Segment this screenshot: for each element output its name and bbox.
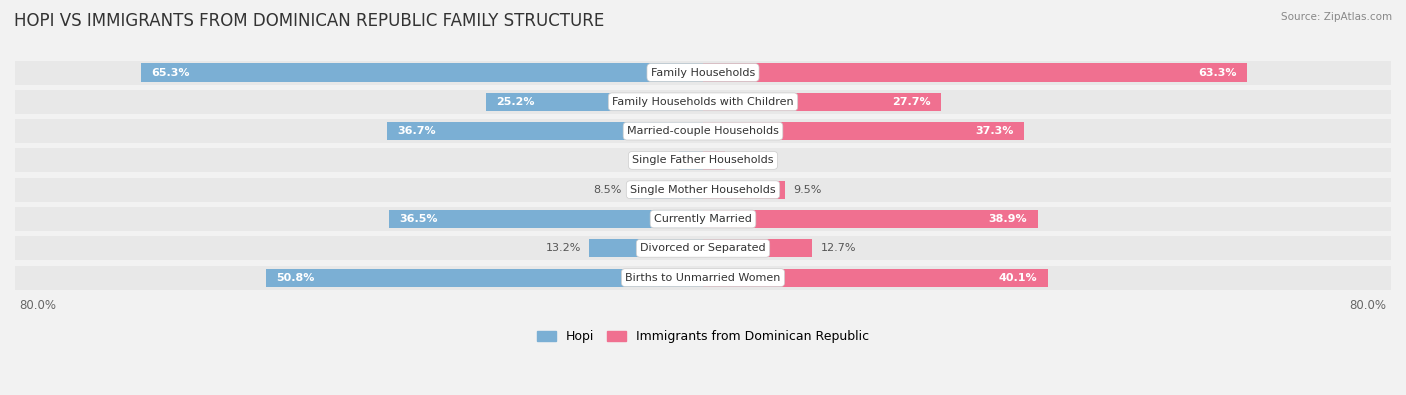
Bar bbox=[703, 93, 941, 111]
Text: HOPI VS IMMIGRANTS FROM DOMINICAN REPUBLIC FAMILY STRUCTURE: HOPI VS IMMIGRANTS FROM DOMINICAN REPUBL… bbox=[14, 12, 605, 30]
Bar bbox=[388, 122, 703, 140]
Bar bbox=[630, 181, 703, 199]
Bar bbox=[486, 93, 703, 111]
Text: 80.0%: 80.0% bbox=[20, 299, 56, 312]
Bar bbox=[589, 239, 703, 258]
Bar bbox=[15, 207, 1391, 231]
Text: 37.3%: 37.3% bbox=[976, 126, 1014, 136]
Text: Single Father Households: Single Father Households bbox=[633, 155, 773, 166]
Bar bbox=[15, 236, 1391, 260]
Bar bbox=[703, 181, 785, 199]
Bar bbox=[15, 119, 1391, 143]
Bar bbox=[703, 122, 1024, 140]
Text: Family Households with Children: Family Households with Children bbox=[612, 97, 794, 107]
Text: 8.5%: 8.5% bbox=[593, 185, 621, 195]
Bar bbox=[703, 210, 1038, 228]
Text: Married-couple Households: Married-couple Households bbox=[627, 126, 779, 136]
Text: Source: ZipAtlas.com: Source: ZipAtlas.com bbox=[1281, 12, 1392, 22]
Text: Divorced or Separated: Divorced or Separated bbox=[640, 243, 766, 253]
Text: Family Households: Family Households bbox=[651, 68, 755, 77]
Bar bbox=[679, 151, 703, 169]
Text: Currently Married: Currently Married bbox=[654, 214, 752, 224]
Bar bbox=[15, 265, 1391, 290]
Bar bbox=[15, 90, 1391, 114]
Bar bbox=[266, 269, 703, 287]
Legend: Hopi, Immigrants from Dominican Republic: Hopi, Immigrants from Dominican Republic bbox=[533, 325, 873, 348]
Text: 40.1%: 40.1% bbox=[998, 273, 1038, 282]
Text: 2.8%: 2.8% bbox=[641, 155, 671, 166]
Text: 25.2%: 25.2% bbox=[496, 97, 536, 107]
Bar bbox=[703, 64, 1247, 82]
Bar bbox=[15, 149, 1391, 173]
Text: Births to Unmarried Women: Births to Unmarried Women bbox=[626, 273, 780, 282]
Text: 2.6%: 2.6% bbox=[734, 155, 762, 166]
Bar bbox=[703, 239, 813, 258]
Text: 38.9%: 38.9% bbox=[988, 214, 1028, 224]
Text: 65.3%: 65.3% bbox=[152, 68, 190, 77]
Bar bbox=[142, 64, 703, 82]
Text: 63.3%: 63.3% bbox=[1198, 68, 1237, 77]
Text: 9.5%: 9.5% bbox=[793, 185, 821, 195]
Bar bbox=[703, 151, 725, 169]
Bar bbox=[15, 60, 1391, 85]
Text: 13.2%: 13.2% bbox=[546, 243, 581, 253]
Bar bbox=[389, 210, 703, 228]
Text: 36.5%: 36.5% bbox=[399, 214, 437, 224]
Bar bbox=[15, 178, 1391, 202]
Text: Single Mother Households: Single Mother Households bbox=[630, 185, 776, 195]
Bar bbox=[703, 269, 1047, 287]
Text: 27.7%: 27.7% bbox=[893, 97, 931, 107]
Text: 50.8%: 50.8% bbox=[277, 273, 315, 282]
Text: 36.7%: 36.7% bbox=[398, 126, 436, 136]
Text: 12.7%: 12.7% bbox=[821, 243, 856, 253]
Text: 80.0%: 80.0% bbox=[1350, 299, 1386, 312]
